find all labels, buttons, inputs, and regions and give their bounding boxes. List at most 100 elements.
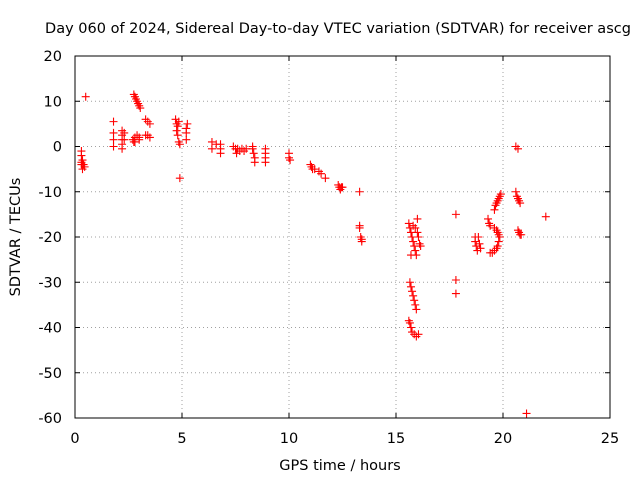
data-point	[513, 144, 522, 153]
data-point	[486, 221, 495, 230]
data-point	[145, 133, 154, 142]
data-point	[522, 409, 531, 418]
data-points	[77, 90, 550, 418]
y-tick-label: -20	[38, 230, 62, 246]
data-point	[261, 158, 270, 167]
data-point	[355, 223, 364, 232]
data-point	[476, 244, 485, 253]
data-point	[412, 305, 421, 314]
data-point	[118, 144, 127, 153]
data-point	[174, 117, 183, 126]
data-point	[109, 128, 118, 137]
data-point	[77, 158, 86, 167]
data-point	[406, 323, 415, 332]
axis-ticks: 0 5 10 15 20 25 -60 -50 -40 -30 -20 -10 0 10 20	[38, 49, 619, 447]
data-point	[411, 223, 420, 232]
data-point	[145, 119, 154, 128]
data-point	[129, 137, 138, 146]
y-tick-label: 0	[53, 140, 62, 156]
data-point	[451, 275, 460, 284]
data-point	[413, 228, 422, 237]
data-point	[541, 212, 550, 221]
data-point	[413, 214, 422, 223]
y-tick-label: 10	[44, 94, 62, 110]
data-point	[286, 156, 295, 165]
data-point	[471, 237, 480, 246]
data-point	[175, 174, 184, 183]
data-point	[182, 128, 191, 137]
data-point	[411, 300, 420, 309]
data-point	[232, 149, 241, 158]
x-tick-label: 15	[387, 431, 405, 447]
y-axis-label: SDTVAR / TECUs	[8, 178, 24, 297]
data-point	[414, 233, 423, 241]
data-point	[109, 142, 118, 151]
data-point	[408, 287, 417, 296]
data-point	[451, 289, 460, 298]
y-tick-label: 20	[44, 49, 62, 65]
data-point	[249, 149, 258, 158]
data-point	[120, 128, 129, 137]
x-tick-label: 0	[70, 431, 79, 447]
data-point	[207, 144, 216, 153]
data-point	[109, 117, 118, 126]
y-tick-label: -60	[38, 411, 62, 427]
data-point	[175, 140, 184, 149]
data-point	[216, 149, 225, 158]
data-point	[451, 210, 460, 219]
data-point	[120, 135, 129, 144]
data-point	[321, 174, 330, 183]
data-point	[109, 135, 118, 144]
grid-layer	[75, 56, 610, 418]
data-point	[490, 205, 499, 214]
data-point	[173, 122, 182, 131]
data-point	[494, 230, 503, 239]
data-point	[513, 226, 522, 235]
data-point	[414, 330, 423, 339]
x-tick-label: 25	[601, 431, 619, 447]
data-point	[484, 214, 493, 223]
data-point	[207, 137, 216, 146]
data-point	[511, 187, 520, 196]
chart-title: Day 060 of 2024, Sidereal Day-to-day VTE…	[45, 21, 631, 37]
data-point	[406, 282, 415, 291]
data-point	[516, 199, 525, 208]
data-point	[409, 237, 418, 246]
data-point	[355, 187, 364, 196]
data-point	[494, 237, 503, 246]
data-point	[338, 183, 347, 192]
data-point	[416, 242, 425, 251]
data-point	[405, 278, 414, 287]
y-tick-label: -50	[38, 366, 62, 382]
data-point	[517, 230, 526, 239]
data-point	[474, 233, 483, 241]
data-point	[404, 219, 413, 228]
data-point	[182, 135, 191, 144]
data-point	[173, 131, 182, 140]
x-axis-label: GPS time / hours	[279, 458, 400, 474]
data-point	[250, 158, 259, 167]
data-point	[409, 291, 418, 300]
data-point	[317, 169, 326, 178]
data-point	[493, 242, 502, 251]
data-point	[80, 162, 89, 171]
data-point	[248, 142, 257, 151]
data-point	[136, 104, 145, 113]
data-point	[496, 190, 505, 199]
data-point	[135, 135, 144, 144]
data-point	[410, 296, 419, 305]
y-tick-label: -40	[38, 321, 62, 337]
x-tick-label: 10	[280, 431, 298, 447]
y-tick-label: -10	[38, 185, 62, 201]
data-point	[172, 126, 181, 135]
data-point	[183, 119, 192, 128]
data-point	[310, 165, 319, 174]
data-point	[406, 251, 415, 260]
data-point	[81, 92, 90, 101]
data-point	[475, 239, 484, 248]
x-tick-label: 20	[494, 431, 512, 447]
data-point	[411, 246, 420, 255]
x-tick-label: 5	[177, 431, 186, 447]
data-point	[77, 151, 86, 160]
